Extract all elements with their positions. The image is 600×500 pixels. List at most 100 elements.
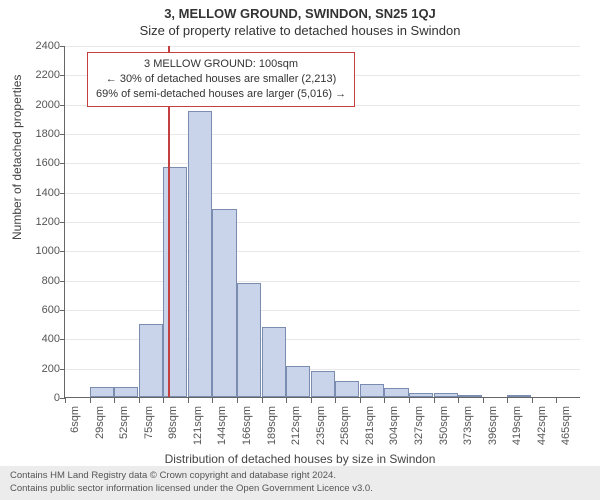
x-tick-label: 121sqm (192, 406, 204, 456)
y-tick-mark (60, 46, 65, 47)
x-tick-label: 396sqm (487, 406, 499, 456)
x-tick-mark (532, 398, 533, 403)
y-tick-label: 1800 (20, 128, 60, 140)
y-tick-label: 1000 (20, 245, 60, 257)
footer-line: Contains HM Land Registry data © Crown c… (10, 470, 594, 482)
y-tick-label: 2000 (20, 99, 60, 111)
x-tick-mark (212, 398, 213, 403)
histogram-bar (188, 111, 212, 397)
x-tick-label: 212sqm (290, 406, 302, 456)
x-tick-label: 189sqm (266, 406, 278, 456)
page-subtitle: Size of property relative to detached ho… (0, 21, 600, 38)
x-tick-label: 144sqm (216, 406, 228, 456)
y-tick-label: 1400 (20, 187, 60, 199)
x-tick-label: 373sqm (462, 406, 474, 456)
y-tick-label: 200 (20, 363, 60, 375)
y-tick-label: 400 (20, 333, 60, 345)
y-tick-mark (60, 251, 65, 252)
x-tick-mark (262, 398, 263, 403)
x-tick-mark (65, 398, 66, 403)
x-tick-mark (188, 398, 189, 403)
x-tick-mark (163, 398, 164, 403)
grid-line (65, 134, 580, 135)
grid-line (65, 222, 580, 223)
footer-attribution: Contains HM Land Registry data © Crown c… (0, 466, 600, 500)
histogram-bar (360, 384, 384, 397)
x-tick-label: 75sqm (143, 406, 155, 456)
histogram-bar (458, 395, 482, 397)
histogram-bar (434, 393, 458, 397)
y-tick-label: 600 (20, 304, 60, 316)
info-box-line: 69% of semi-detached houses are larger (… (96, 87, 346, 102)
y-tick-label: 2200 (20, 69, 60, 81)
page-title: 3, MELLOW GROUND, SWINDON, SN25 1QJ (0, 0, 600, 21)
x-tick-mark (360, 398, 361, 403)
x-tick-mark (507, 398, 508, 403)
histogram-bar (335, 381, 359, 397)
chart: 0200400600800100012001400160018002000220… (64, 46, 580, 398)
x-tick-mark (434, 398, 435, 403)
x-tick-mark (458, 398, 459, 403)
histogram-bar (237, 283, 261, 397)
grid-line (65, 193, 580, 194)
x-tick-label: 304sqm (388, 406, 400, 456)
x-tick-mark (90, 398, 91, 403)
plot-area: 0200400600800100012001400160018002000220… (64, 46, 580, 398)
histogram-bar (90, 387, 114, 397)
y-tick-label: 0 (20, 392, 60, 404)
grid-line (65, 281, 580, 282)
histogram-bar (163, 167, 187, 397)
x-tick-label: 52sqm (118, 406, 130, 456)
y-tick-label: 1200 (20, 216, 60, 228)
x-tick-label: 465sqm (560, 406, 572, 456)
x-tick-mark (311, 398, 312, 403)
grid-line (65, 46, 580, 47)
y-tick-mark (60, 369, 65, 370)
y-tick-mark (60, 134, 65, 135)
x-tick-mark (409, 398, 410, 403)
x-tick-mark (335, 398, 336, 403)
x-tick-label: 281sqm (364, 406, 376, 456)
y-tick-label: 2400 (20, 40, 60, 52)
grid-line (65, 251, 580, 252)
footer-line: Contains public sector information licen… (10, 483, 594, 495)
x-tick-mark (237, 398, 238, 403)
histogram-bar (262, 327, 286, 397)
x-tick-mark (384, 398, 385, 403)
x-tick-mark (286, 398, 287, 403)
x-tick-label: 442sqm (536, 406, 548, 456)
y-tick-mark (60, 339, 65, 340)
info-box-line: 3 MELLOW GROUND: 100sqm (96, 57, 346, 72)
x-tick-label: 6sqm (69, 406, 81, 456)
x-tick-label: 327sqm (413, 406, 425, 456)
y-tick-mark (60, 222, 65, 223)
y-tick-label: 1600 (20, 157, 60, 169)
histogram-bar (212, 209, 236, 397)
histogram-bar (114, 387, 138, 397)
x-tick-label: 98sqm (167, 406, 179, 456)
x-tick-label: 350sqm (438, 406, 450, 456)
histogram-bar (286, 366, 310, 397)
histogram-bar (409, 393, 433, 397)
x-tick-label: 419sqm (511, 406, 523, 456)
x-tick-label: 29sqm (94, 406, 106, 456)
info-box-line: ← 30% of detached houses are smaller (2,… (96, 72, 346, 87)
histogram-bar (311, 371, 335, 397)
y-tick-mark (60, 105, 65, 106)
info-box: 3 MELLOW GROUND: 100sqm← 30% of detached… (87, 52, 355, 107)
y-tick-mark (60, 193, 65, 194)
x-tick-mark (139, 398, 140, 403)
x-tick-mark (556, 398, 557, 403)
x-tick-label: 166sqm (241, 406, 253, 456)
histogram-bar (384, 388, 408, 397)
y-tick-mark (60, 75, 65, 76)
y-tick-mark (60, 163, 65, 164)
x-tick-mark (483, 398, 484, 403)
grid-line (65, 310, 580, 311)
y-tick-label: 800 (20, 275, 60, 287)
x-tick-label: 258sqm (339, 406, 351, 456)
grid-line (65, 163, 580, 164)
y-tick-mark (60, 310, 65, 311)
histogram-bar (507, 395, 531, 397)
x-tick-label: 235sqm (315, 406, 327, 456)
